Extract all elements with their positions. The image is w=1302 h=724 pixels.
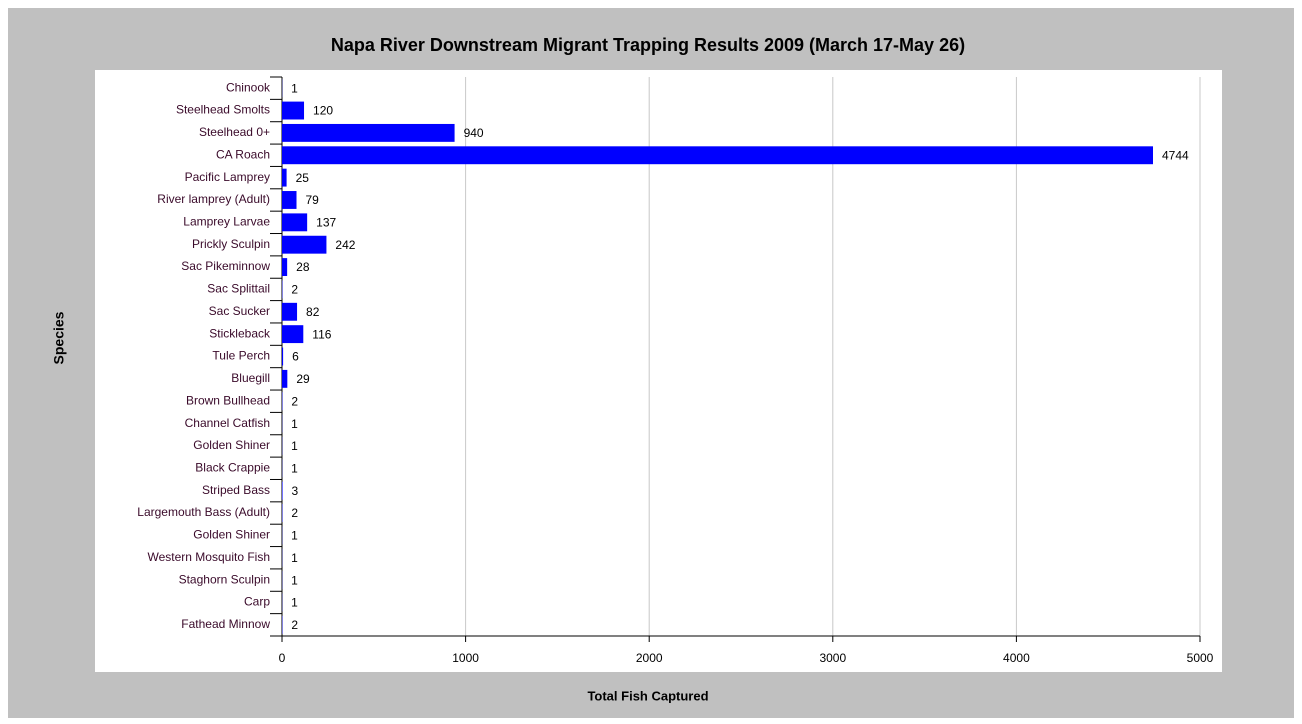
- bar: [282, 235, 327, 254]
- bar: [282, 123, 455, 142]
- y-tick-label: Channel Catfish: [185, 416, 270, 430]
- value-label: 79: [306, 193, 320, 207]
- y-axis-label: Species: [51, 311, 67, 364]
- x-tick-label: 5000: [1187, 651, 1214, 665]
- bar: [282, 213, 308, 232]
- bar: [282, 481, 283, 500]
- value-label: 4744: [1162, 148, 1189, 162]
- y-tick-label: Steelhead 0+: [199, 125, 270, 139]
- y-tick-label: Largemouth Bass (Adult): [137, 505, 270, 519]
- value-label: 25: [296, 171, 310, 185]
- value-label: 940: [464, 126, 484, 140]
- y-tick-label: Tule Perch: [212, 349, 270, 363]
- value-label: 120: [313, 104, 333, 118]
- y-tick-label: Brown Bullhead: [186, 393, 270, 407]
- x-tick-label: 0: [279, 651, 286, 665]
- y-tick-label: Pacific Lamprey: [185, 170, 270, 184]
- value-label: 1: [291, 573, 298, 587]
- bar: [282, 302, 298, 321]
- y-tick-label: Stickleback: [209, 326, 271, 340]
- value-label: 2: [291, 394, 298, 408]
- bar: [282, 258, 288, 277]
- y-tick-label: River lamprey (Adult): [157, 192, 270, 206]
- y-tick-label: Prickly Sculpin: [192, 237, 270, 251]
- chart-title: Napa River Downstream Migrant Trapping R…: [331, 35, 965, 55]
- x-tick-label: 1000: [452, 651, 479, 665]
- value-label: 28: [296, 260, 310, 274]
- y-tick-label: Sac Sucker: [209, 304, 270, 318]
- x-tick-label: 3000: [819, 651, 846, 665]
- value-label: 1: [291, 551, 298, 565]
- value-label: 242: [335, 238, 355, 252]
- x-tick-label: 2000: [636, 651, 663, 665]
- y-tick-label: Golden Shiner: [193, 438, 270, 452]
- value-label: 6: [292, 350, 299, 364]
- value-label: 1: [291, 596, 298, 610]
- value-label: 2: [291, 618, 298, 632]
- bar: [282, 325, 304, 344]
- value-label: 82: [306, 305, 320, 319]
- value-label: 2: [291, 283, 298, 297]
- x-tick-label: 4000: [1003, 651, 1030, 665]
- value-label: 1: [291, 529, 298, 543]
- y-tick-label: Fathead Minnow: [181, 617, 270, 631]
- y-tick-label: Steelhead Smolts: [176, 103, 270, 117]
- value-label: 2: [291, 506, 298, 520]
- y-tick-label: Carp: [244, 595, 270, 609]
- value-label: 1: [291, 461, 298, 475]
- y-tick-label: Sac Splittail: [207, 282, 270, 296]
- y-tick-label: Golden Shiner: [193, 528, 270, 542]
- value-label: 1: [291, 417, 298, 431]
- y-tick-label: CA Roach: [216, 147, 270, 161]
- y-tick-label: Black Crappie: [195, 460, 270, 474]
- bar: [282, 347, 284, 366]
- value-label: 1: [291, 81, 298, 95]
- y-tick-label: Sac Pikeminnow: [181, 259, 270, 273]
- bar: [282, 191, 297, 209]
- value-label: 29: [296, 372, 310, 386]
- y-tick-label: Western Mosquito Fish: [148, 550, 271, 564]
- y-tick-label: Striped Bass: [202, 483, 270, 497]
- y-tick-label: Lamprey Larvae: [183, 215, 270, 229]
- value-label: 3: [292, 484, 299, 498]
- value-label: 1: [291, 439, 298, 453]
- bar: [282, 168, 287, 187]
- value-label: 137: [316, 216, 336, 230]
- x-axis-label: Total Fish Captured: [587, 688, 708, 703]
- y-tick-label: Bluegill: [231, 371, 270, 385]
- y-tick-label: Chinook: [226, 80, 271, 94]
- value-label: 116: [312, 327, 331, 341]
- bar: [282, 101, 305, 120]
- bar: [282, 369, 288, 388]
- y-tick-label: Staghorn Sculpin: [179, 572, 270, 586]
- bar: [282, 146, 1153, 165]
